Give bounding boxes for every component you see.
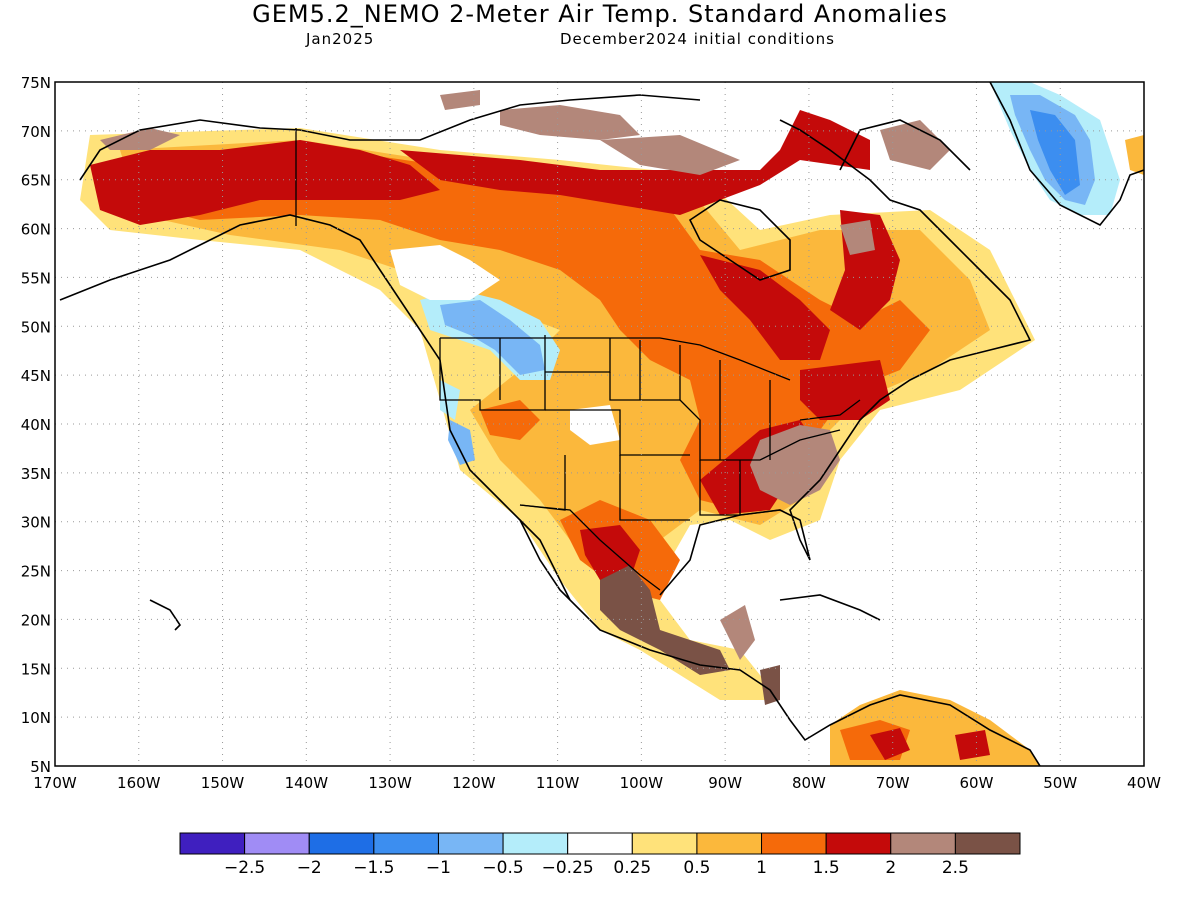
colorbar-swatch (373, 832, 439, 855)
lat-label: 20N (21, 611, 51, 629)
lon-label: 140W (285, 774, 329, 792)
lat-label: 25N (21, 563, 51, 581)
colorbar-tick-label: 2 (885, 858, 896, 878)
lon-label: 90W (708, 774, 742, 792)
lat-label: 35N (21, 465, 51, 483)
colorbar-tick-label: 1.5 (813, 858, 840, 878)
lon-label: 110W (536, 774, 580, 792)
coastlines (59, 82, 1144, 766)
lat-label: 75N (21, 74, 51, 92)
map-frame (54, 81, 1145, 767)
lon-label: 130W (368, 774, 412, 792)
colorbar-tick-label: 1 (756, 858, 767, 878)
colorbar (179, 832, 1021, 855)
colorbar-swatch (567, 832, 633, 855)
colorbar-tick-label: 0.5 (683, 858, 710, 878)
init-conditions-label: December2024 initial conditions (560, 30, 835, 48)
lon-label: 40W (1127, 774, 1161, 792)
colorbar-swatch (696, 832, 763, 855)
state-boundaries (295, 128, 861, 591)
colorbar-tick-label: −2 (297, 858, 322, 878)
lat-label: 45N (21, 367, 51, 385)
lat-label: 30N (21, 514, 51, 532)
lon-label: 70W (876, 774, 910, 792)
graticule (55, 82, 1144, 766)
lon-label: 50W (1043, 774, 1077, 792)
map-title: GEM5.2_NEMO 2-Meter Air Temp. Standard A… (252, 0, 948, 28)
colorbar-tick-label: 2.5 (942, 858, 969, 878)
lat-label: 15N (21, 660, 51, 678)
colorbar-tick-label: −1.5 (353, 858, 394, 878)
colorbar-tick-label: −2.5 (224, 858, 265, 878)
valid-month-label: Jan2025 (306, 30, 375, 48)
colorbar-swatch (308, 832, 375, 855)
lon-label: 80W (792, 774, 826, 792)
colorbar-swatch (502, 832, 569, 855)
colorbar-swatch (890, 832, 956, 855)
lat-label: 55N (21, 269, 51, 287)
colorbar-tick-label: −0.5 (482, 858, 523, 878)
lat-label: 5N (30, 758, 51, 776)
colorbar-tick-label: −0.25 (542, 858, 594, 878)
lat-label: 10N (21, 709, 51, 727)
colorbar-swatch (954, 832, 1021, 855)
lon-label: 120W (452, 774, 496, 792)
lon-label: 100W (620, 774, 664, 792)
lon-label: 60W (960, 774, 994, 792)
longitude-labels: 170W 160W 150W 140W 130W 120W 110W 100W 90W 80W 70… (33, 774, 1161, 792)
colorbar-swatch (244, 832, 310, 855)
colorbar-swatch (437, 832, 504, 855)
colorbar-tick-label: −1 (426, 858, 451, 878)
colorbar-swatch (761, 832, 827, 855)
colorbar-swatch (825, 832, 892, 855)
lat-label: 50N (21, 318, 51, 336)
colorbar-labels: −2.5 −2 −1.5 −1 −0.5 −0.25 0.25 0.5 1 1.5 2 2.5 (224, 858, 969, 878)
lon-label: 160W (117, 774, 161, 792)
lat-label: 40N (21, 416, 51, 434)
latitude-labels: 75N 70N 65N 60N 55N 50N 45N 40N 35N 30N 25N 20N 15N 1… (21, 74, 51, 776)
colorbar-swatch (179, 832, 246, 855)
lon-label: 150W (201, 774, 245, 792)
lat-label: 70N (21, 123, 51, 141)
lat-label: 65N (21, 172, 51, 190)
lat-label: 60N (21, 221, 51, 239)
lon-label: 170W (33, 774, 77, 792)
colorbar-tick-label: 0.25 (613, 858, 651, 878)
colorbar-swatch (631, 832, 698, 855)
